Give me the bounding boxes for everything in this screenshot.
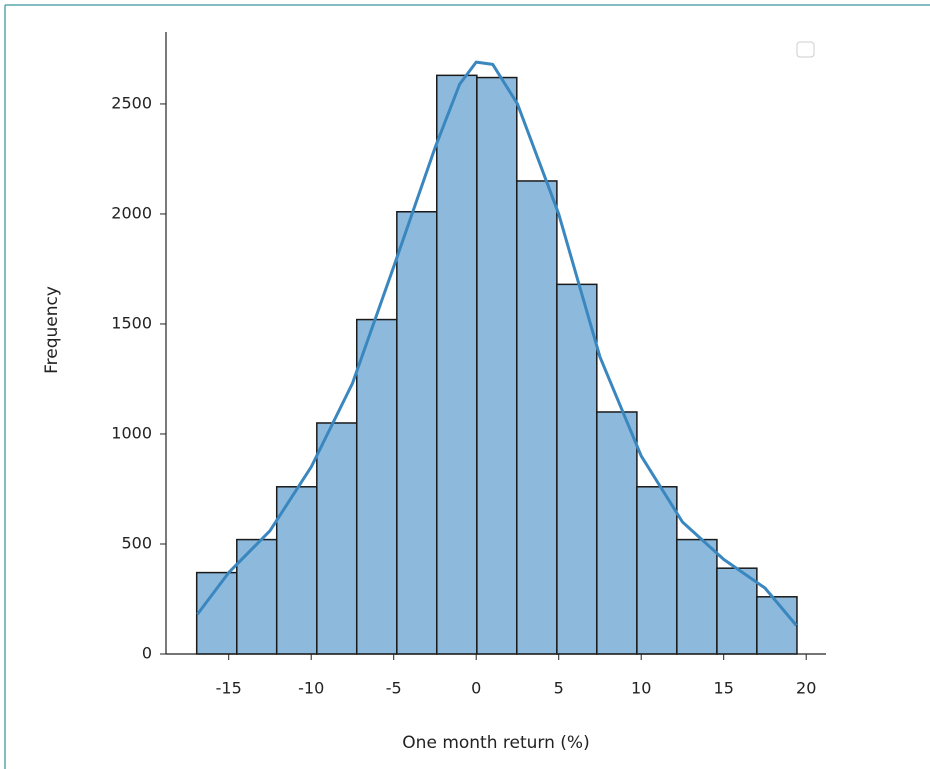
y-tick-label: 1000 — [111, 423, 152, 442]
bar — [396, 211, 438, 655]
bar — [516, 180, 558, 655]
kde-line — [196, 60, 798, 627]
y-tick-label: 500 — [121, 533, 152, 552]
x-tick-label: 15 — [714, 679, 734, 698]
y-tick-label: 1500 — [111, 313, 152, 332]
x-tick-label: -5 — [386, 679, 402, 698]
bar — [316, 422, 358, 655]
y-tick-label: 2000 — [111, 203, 152, 222]
bar — [636, 486, 678, 655]
bar — [756, 596, 798, 655]
bar — [195, 571, 238, 655]
y-tick-label: 2500 — [111, 93, 152, 112]
bar — [716, 567, 758, 655]
x-tick-label: 5 — [554, 679, 564, 698]
bar — [676, 538, 718, 655]
bar — [436, 74, 478, 655]
y-axis-label: Frequency — [42, 286, 62, 374]
x-tick-label: -15 — [216, 679, 242, 698]
x-tick-label: 20 — [796, 679, 816, 698]
bar — [596, 411, 638, 655]
x-tick-label: 0 — [471, 679, 481, 698]
legend-box — [796, 41, 815, 58]
y-tick-label: 0 — [142, 644, 152, 663]
bar — [355, 318, 398, 655]
bar — [476, 76, 518, 655]
x-tick-label: -10 — [298, 679, 324, 698]
x-axis-label: One month return (%) — [402, 733, 589, 753]
bar — [556, 283, 598, 655]
x-tick-label: 10 — [631, 679, 651, 698]
